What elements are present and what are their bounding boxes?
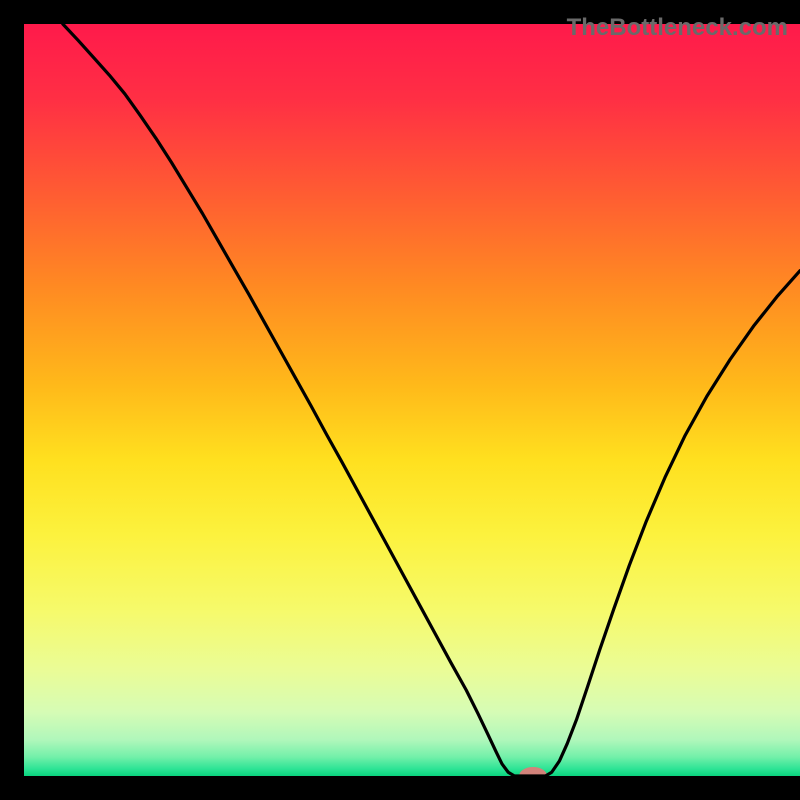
plot-background (24, 24, 800, 776)
watermark-text: TheBottleneck.com (567, 14, 788, 41)
bottleneck-chart: TheBottleneck.com (0, 0, 800, 800)
